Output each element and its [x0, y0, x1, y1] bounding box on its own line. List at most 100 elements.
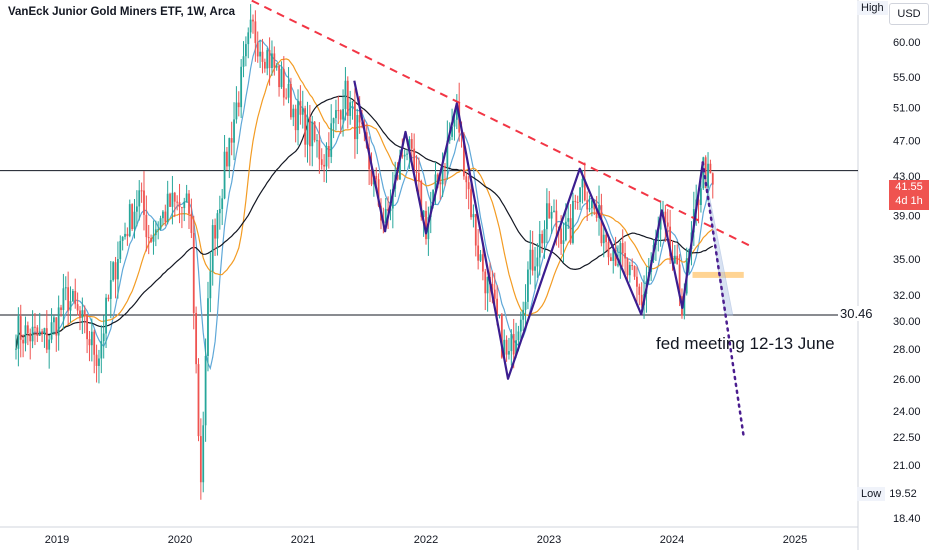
- candle-body: [356, 115, 359, 140]
- candle-body: [117, 259, 119, 280]
- candle-body: [342, 109, 344, 120]
- candle-body: [711, 173, 714, 185]
- candle-body: [240, 66, 243, 108]
- candle-body: [572, 200, 574, 243]
- candle-body: [45, 328, 48, 350]
- candle-body: [415, 171, 418, 173]
- support-zone: [692, 271, 744, 278]
- candle-body: [202, 425, 205, 483]
- candle-body: [484, 271, 487, 294]
- candle-body: [223, 151, 226, 199]
- y-tick-label: 22.50: [893, 432, 921, 444]
- y-tick-label: 28.00: [893, 344, 921, 356]
- candle-body: [413, 148, 416, 172]
- candle-body: [534, 266, 536, 271]
- candle-body: [109, 280, 112, 299]
- candle-body: [676, 255, 679, 265]
- candle-body: [527, 269, 529, 302]
- candle-body: [636, 276, 638, 287]
- candle-body: [515, 340, 517, 355]
- candle-body: [700, 188, 702, 206]
- candle-body: [583, 178, 586, 201]
- candle-body: [256, 42, 259, 57]
- candle-body: [384, 208, 387, 224]
- candle-body: [126, 233, 129, 237]
- candle-body: [659, 216, 662, 230]
- candle-body: [638, 286, 641, 295]
- candle-body: [86, 315, 88, 340]
- candle-body: [486, 276, 489, 294]
- candle-body: [479, 254, 482, 261]
- moving-averages: [15, 39, 714, 371]
- candle-body: [318, 140, 321, 160]
- candle-body: [207, 298, 209, 356]
- candle-body: [226, 151, 228, 167]
- candle-body: [294, 108, 297, 131]
- candle-body: [496, 298, 499, 316]
- candle-body: [631, 264, 634, 266]
- candle-body: [344, 80, 347, 110]
- candle-body: [62, 288, 65, 311]
- candle-body: [100, 341, 103, 359]
- candle-body: [76, 304, 79, 311]
- low-value: 19.52: [889, 488, 917, 500]
- candle-body: [275, 65, 278, 68]
- candle-body: [176, 201, 179, 203]
- candle-body: [199, 436, 202, 483]
- candle-body: [519, 319, 522, 332]
- candle-body: [512, 334, 515, 355]
- candle-body: [436, 174, 439, 183]
- candle-body: [614, 250, 617, 266]
- candle-body: [282, 68, 285, 98]
- candle-body: [60, 307, 62, 311]
- candle-body: [128, 204, 131, 237]
- candle-body: [197, 364, 200, 437]
- candle-body: [588, 208, 591, 210]
- x-tick-label: 2020: [168, 534, 192, 546]
- candle-body: [581, 178, 584, 188]
- low-marker: Low 19.52: [857, 487, 921, 501]
- candle-body: [491, 284, 494, 290]
- candle-body: [131, 204, 134, 230]
- candle-body: [697, 199, 700, 206]
- candle-body: [218, 209, 221, 214]
- candle-body: [595, 209, 598, 218]
- candle-body: [477, 245, 480, 261]
- candle-body: [259, 51, 262, 57]
- candle-body: [268, 50, 271, 68]
- candle-body: [510, 334, 513, 352]
- candle-body: [311, 121, 314, 147]
- y-tick-label: 39.00: [893, 210, 921, 222]
- candle-body: [169, 193, 171, 207]
- candle-body: [418, 172, 420, 182]
- currency-button[interactable]: USD: [889, 3, 929, 25]
- low-label: Low: [857, 487, 886, 501]
- candle-body: [536, 257, 539, 267]
- candle-body: [553, 210, 555, 212]
- candle-body: [474, 214, 477, 246]
- candle-body: [152, 235, 155, 242]
- zigzag-pattern: [353, 80, 704, 380]
- x-tick-label: 2025: [783, 534, 807, 546]
- candle-body: [178, 202, 181, 208]
- y-tick-label: 18.40: [893, 513, 921, 525]
- candle-body: [574, 200, 577, 203]
- candle-body: [188, 193, 190, 214]
- candle-body: [15, 348, 17, 350]
- y-tick-label: 24.00: [893, 406, 921, 418]
- candle-body: [121, 236, 124, 241]
- candle-body: [346, 80, 349, 116]
- candle-body: [147, 237, 150, 239]
- candle-body: [114, 262, 117, 280]
- candle-body: [107, 297, 110, 299]
- candle-body: [185, 193, 188, 203]
- candle-body: [467, 182, 470, 190]
- candle-body: [214, 225, 216, 239]
- candle-body: [221, 198, 224, 210]
- candle-body: [323, 164, 325, 167]
- candle-body: [119, 240, 122, 260]
- candle-body: [330, 123, 333, 157]
- candle-body: [297, 100, 299, 131]
- candle-body: [403, 154, 406, 157]
